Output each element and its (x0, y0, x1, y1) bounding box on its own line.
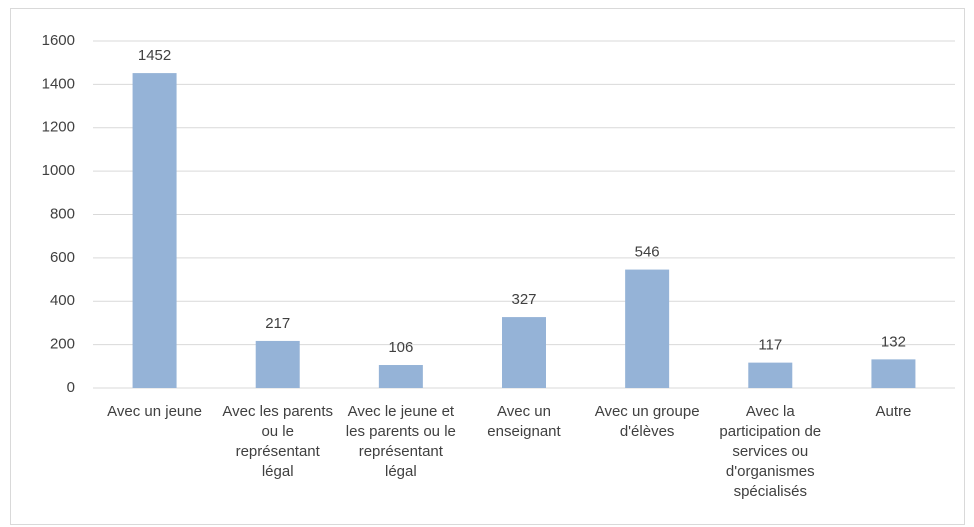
y-tick-label: 200 (50, 336, 75, 353)
x-tick-label: Avec un jeune (107, 403, 202, 420)
data-label: 327 (511, 291, 536, 308)
data-label: 217 (265, 315, 290, 332)
y-tick-label: 1000 (42, 162, 75, 179)
y-tick-label: 1400 (42, 75, 75, 92)
x-tick-label: Avec la participation de services ou d'o… (719, 403, 822, 500)
bar (502, 317, 546, 388)
data-label: 117 (758, 337, 782, 354)
y-tick-label: 800 (50, 205, 75, 222)
data-label: 132 (881, 333, 906, 350)
x-tick-label: Avec un groupe d'élèves (594, 403, 700, 440)
y-tick-label: 1200 (42, 119, 75, 136)
data-label: 1452 (138, 47, 171, 64)
data-label: 106 (388, 339, 413, 356)
bar (132, 73, 177, 388)
x-tick-label: Autre (875, 403, 912, 420)
y-tick-label: 600 (50, 249, 75, 266)
y-tick-label: 0 (67, 379, 75, 396)
bar (625, 269, 670, 388)
bar (871, 359, 916, 388)
x-tick-label: Avec le jeune et les parents ou le repré… (345, 403, 456, 480)
x-tick-label: Avec les parents ou le représentant léga… (222, 403, 334, 480)
y-tick-label: 400 (50, 292, 75, 309)
y-tick-label: 1600 (42, 32, 75, 49)
data-label: 546 (635, 244, 660, 261)
bar (255, 340, 300, 388)
bar (748, 362, 793, 388)
bar (378, 365, 423, 388)
x-tick-label: Avec un enseignant (487, 403, 561, 440)
